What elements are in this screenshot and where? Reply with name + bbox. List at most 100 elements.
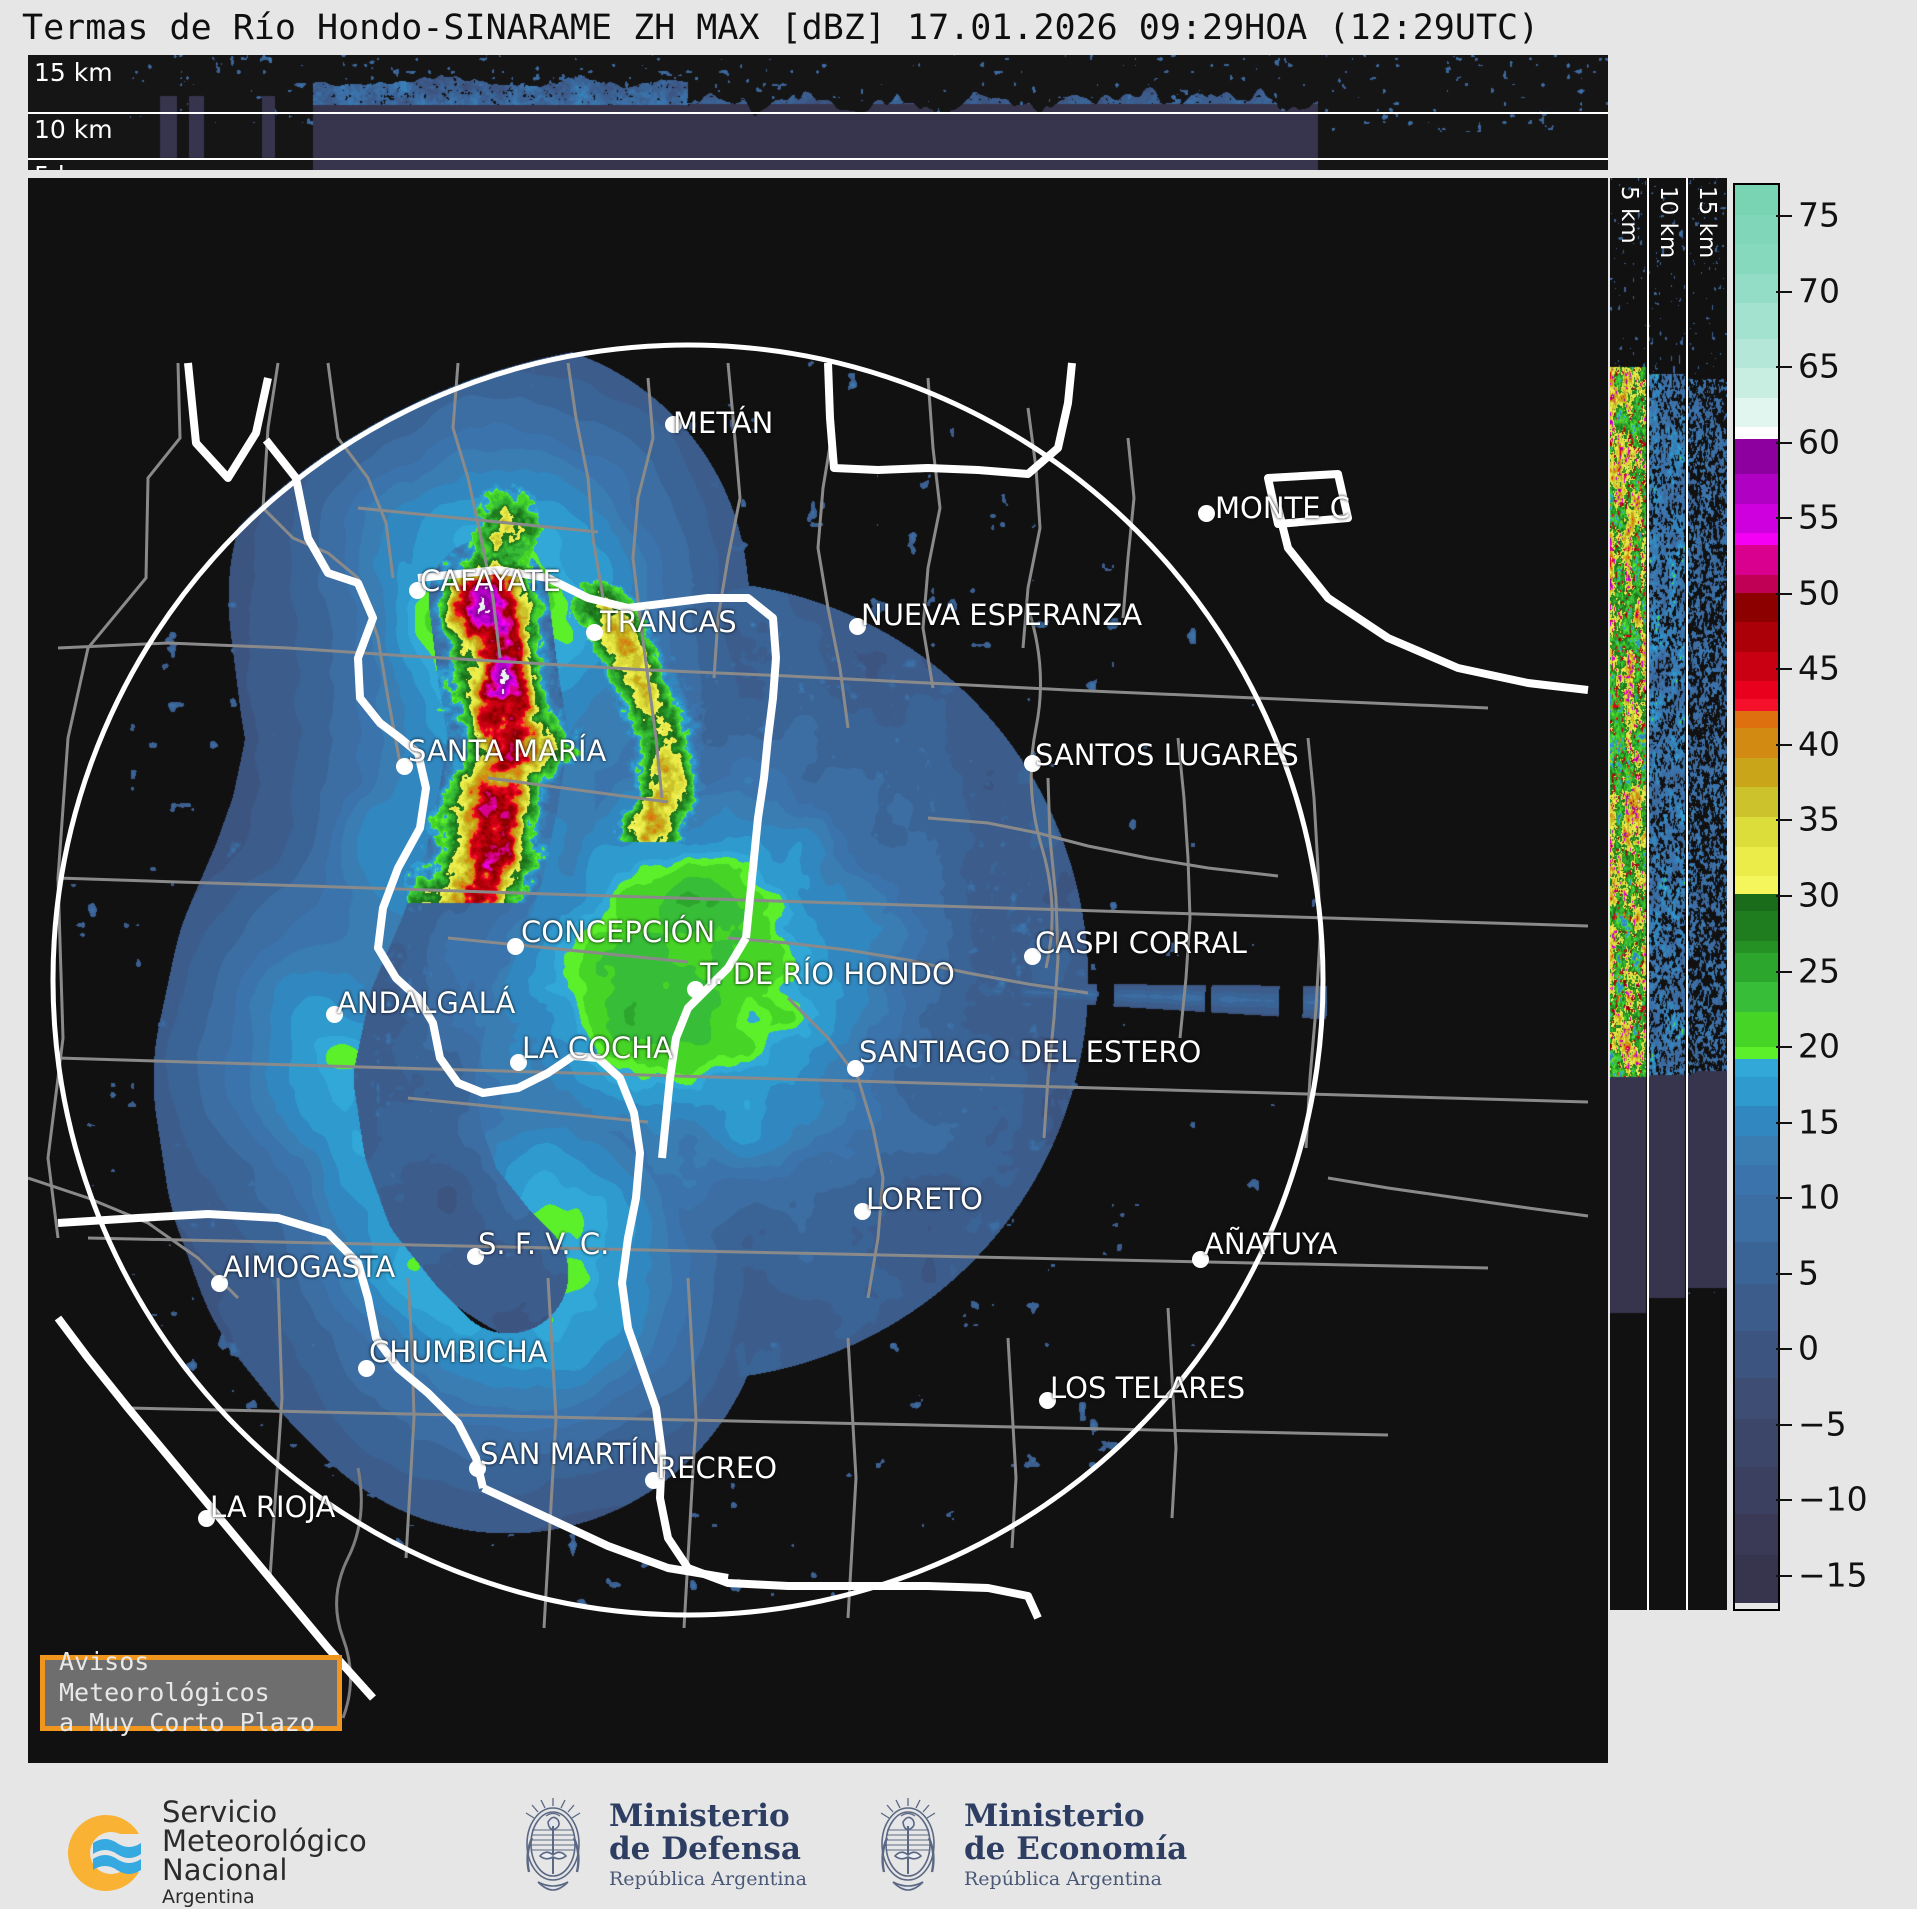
- colorbar-segment: [1735, 769, 1778, 776]
- city-marker-dot: [1024, 755, 1041, 772]
- colorbar-segment: [1735, 828, 1778, 835]
- colorbar-tick-label: 10: [1798, 1177, 1840, 1217]
- colorbar-segment: [1735, 716, 1778, 723]
- colorbar-tick: [1776, 441, 1792, 444]
- defensa-line-1: Ministerio: [609, 1798, 790, 1835]
- colorbar-segment: [1735, 663, 1778, 670]
- page-title: Termas de Río Hondo-SINARAME ZH MAX [dBZ…: [22, 8, 1540, 48]
- colorbar-segment: [1735, 1531, 1778, 1538]
- colorbar-segment: [1735, 385, 1778, 392]
- colorbar-segment: [1735, 946, 1778, 953]
- department-boundary: [487, 776, 669, 804]
- city-label: AÑATUYA: [1204, 1227, 1338, 1261]
- city-label: LOS TELARES: [1050, 1371, 1246, 1405]
- colorbar-segment: [1735, 1159, 1778, 1166]
- colorbar-segment: [1735, 539, 1778, 546]
- colorbar-segment: [1735, 1271, 1778, 1278]
- city-marker-dot: [198, 1510, 215, 1527]
- colorbar-segment: [1735, 1242, 1778, 1249]
- xsec-height-label-15km: 15 km: [34, 58, 113, 87]
- colorbar-segment: [1735, 781, 1778, 788]
- city-marker-dot: [645, 1472, 662, 1489]
- colorbar-segment: [1735, 379, 1778, 386]
- city-label: RECREO: [657, 1451, 778, 1485]
- vpanel-label-10km: 10 km: [1655, 186, 1681, 259]
- vpanel-label-15km: 15 km: [1694, 186, 1720, 259]
- city-marker-dot: [510, 1054, 527, 1071]
- city-label: S. F. V. C.: [478, 1227, 610, 1261]
- city-marker-dot: [687, 981, 704, 998]
- colorbar-segment: [1735, 249, 1778, 256]
- colorbar-segment: [1735, 1330, 1778, 1337]
- city-label: NUEVA ESPERANZA: [861, 598, 1143, 632]
- colorbar-segment: [1735, 1177, 1778, 1184]
- province-boundary: [57, 1210, 487, 1489]
- city-marker-dot: [1192, 1251, 1209, 1268]
- department-boundary: [566, 362, 605, 599]
- colorbar-segment: [1735, 1307, 1778, 1314]
- colorbar-segment: [1735, 698, 1778, 705]
- colorbar-segment: [1735, 279, 1778, 286]
- colorbar-segment: [1735, 1460, 1778, 1467]
- colorbar-tick: [1776, 290, 1792, 293]
- city-marker-dot: [847, 1060, 864, 1077]
- department-boundary: [1042, 777, 1060, 1139]
- colorbar-segment: [1735, 763, 1778, 770]
- colorbar-segment: [1735, 657, 1778, 664]
- colorbar-tick-label: 20: [1798, 1026, 1840, 1066]
- colorbar-segment: [1735, 220, 1778, 227]
- province-boundary: [658, 935, 750, 1159]
- city-label: LA COCHA: [522, 1031, 673, 1065]
- colorbar-tick: [1776, 1423, 1792, 1426]
- colorbar-segment: [1735, 1065, 1778, 1071]
- defensa-line-3: República Argentina: [609, 1867, 807, 1890]
- colorbar-segment: [1735, 492, 1778, 499]
- radar-plan-view-map[interactable]: METÁN MONTE C CAFAYATE TRANCAS NUEVA ESPERAN…: [28, 178, 1608, 1763]
- colorbar-segment: [1735, 994, 1778, 1001]
- colorbar-segment: [1735, 917, 1778, 924]
- department-boundary: [57, 641, 1489, 710]
- colorbar-segment: [1735, 1336, 1778, 1343]
- colorbar-segment: [1735, 1053, 1778, 1060]
- colorbar-segment: [1735, 1130, 1778, 1136]
- department-boundary: [1327, 1176, 1589, 1218]
- warning-badge[interactable]: Avisos Meteorológicos a Muy Corto Plazo: [40, 1647, 342, 1737]
- city-marker-dot: [358, 1360, 375, 1377]
- colorbar-segment: [1735, 551, 1778, 558]
- colorbar-segment: [1735, 1395, 1778, 1402]
- colorbar-segment: [1735, 1000, 1778, 1006]
- colorbar-segment: [1735, 1561, 1778, 1568]
- colorbar-segment: [1735, 1502, 1778, 1508]
- colorbar-segment: [1735, 1348, 1778, 1355]
- colorbar-segment: [1735, 1141, 1778, 1148]
- colorbar-segment: [1735, 1147, 1778, 1154]
- department-boundary: [326, 362, 395, 579]
- colorbar-segment: [1735, 362, 1778, 369]
- colorbar-segment: [1735, 1295, 1778, 1302]
- colorbar-segment: [1735, 1153, 1778, 1160]
- colorbar-segment: [1735, 1023, 1778, 1030]
- colorbar-segment: [1735, 1590, 1778, 1597]
- colorbar-segment: [1735, 1100, 1778, 1107]
- colorbar-tick: [1776, 366, 1792, 369]
- dbz-colorbar: [1733, 183, 1780, 1611]
- colorbar-tick: [1776, 1121, 1792, 1124]
- colorbar-segment: [1735, 899, 1778, 906]
- colorbar-segment: [1735, 639, 1778, 646]
- colorbar-segment: [1735, 509, 1778, 516]
- colorbar-segment: [1735, 1047, 1778, 1054]
- colorbar-segment: [1735, 958, 1778, 965]
- smn-line-4: Argentina: [162, 1886, 255, 1908]
- colorbar-segment: [1735, 1519, 1778, 1526]
- colorbar-segment: [1735, 503, 1778, 510]
- colorbar-segment: [1735, 988, 1778, 995]
- colorbar-segment: [1735, 1171, 1778, 1178]
- colorbar-segment: [1735, 232, 1778, 239]
- colorbar-segment: [1735, 1478, 1778, 1485]
- colorbar-segment: [1735, 1431, 1778, 1438]
- colorbar-segment: [1735, 1513, 1778, 1520]
- colorbar-segment: [1735, 905, 1778, 912]
- colorbar-segment: [1735, 326, 1778, 333]
- colorbar-segment: [1735, 433, 1778, 439]
- city-marker-dot: [507, 938, 524, 955]
